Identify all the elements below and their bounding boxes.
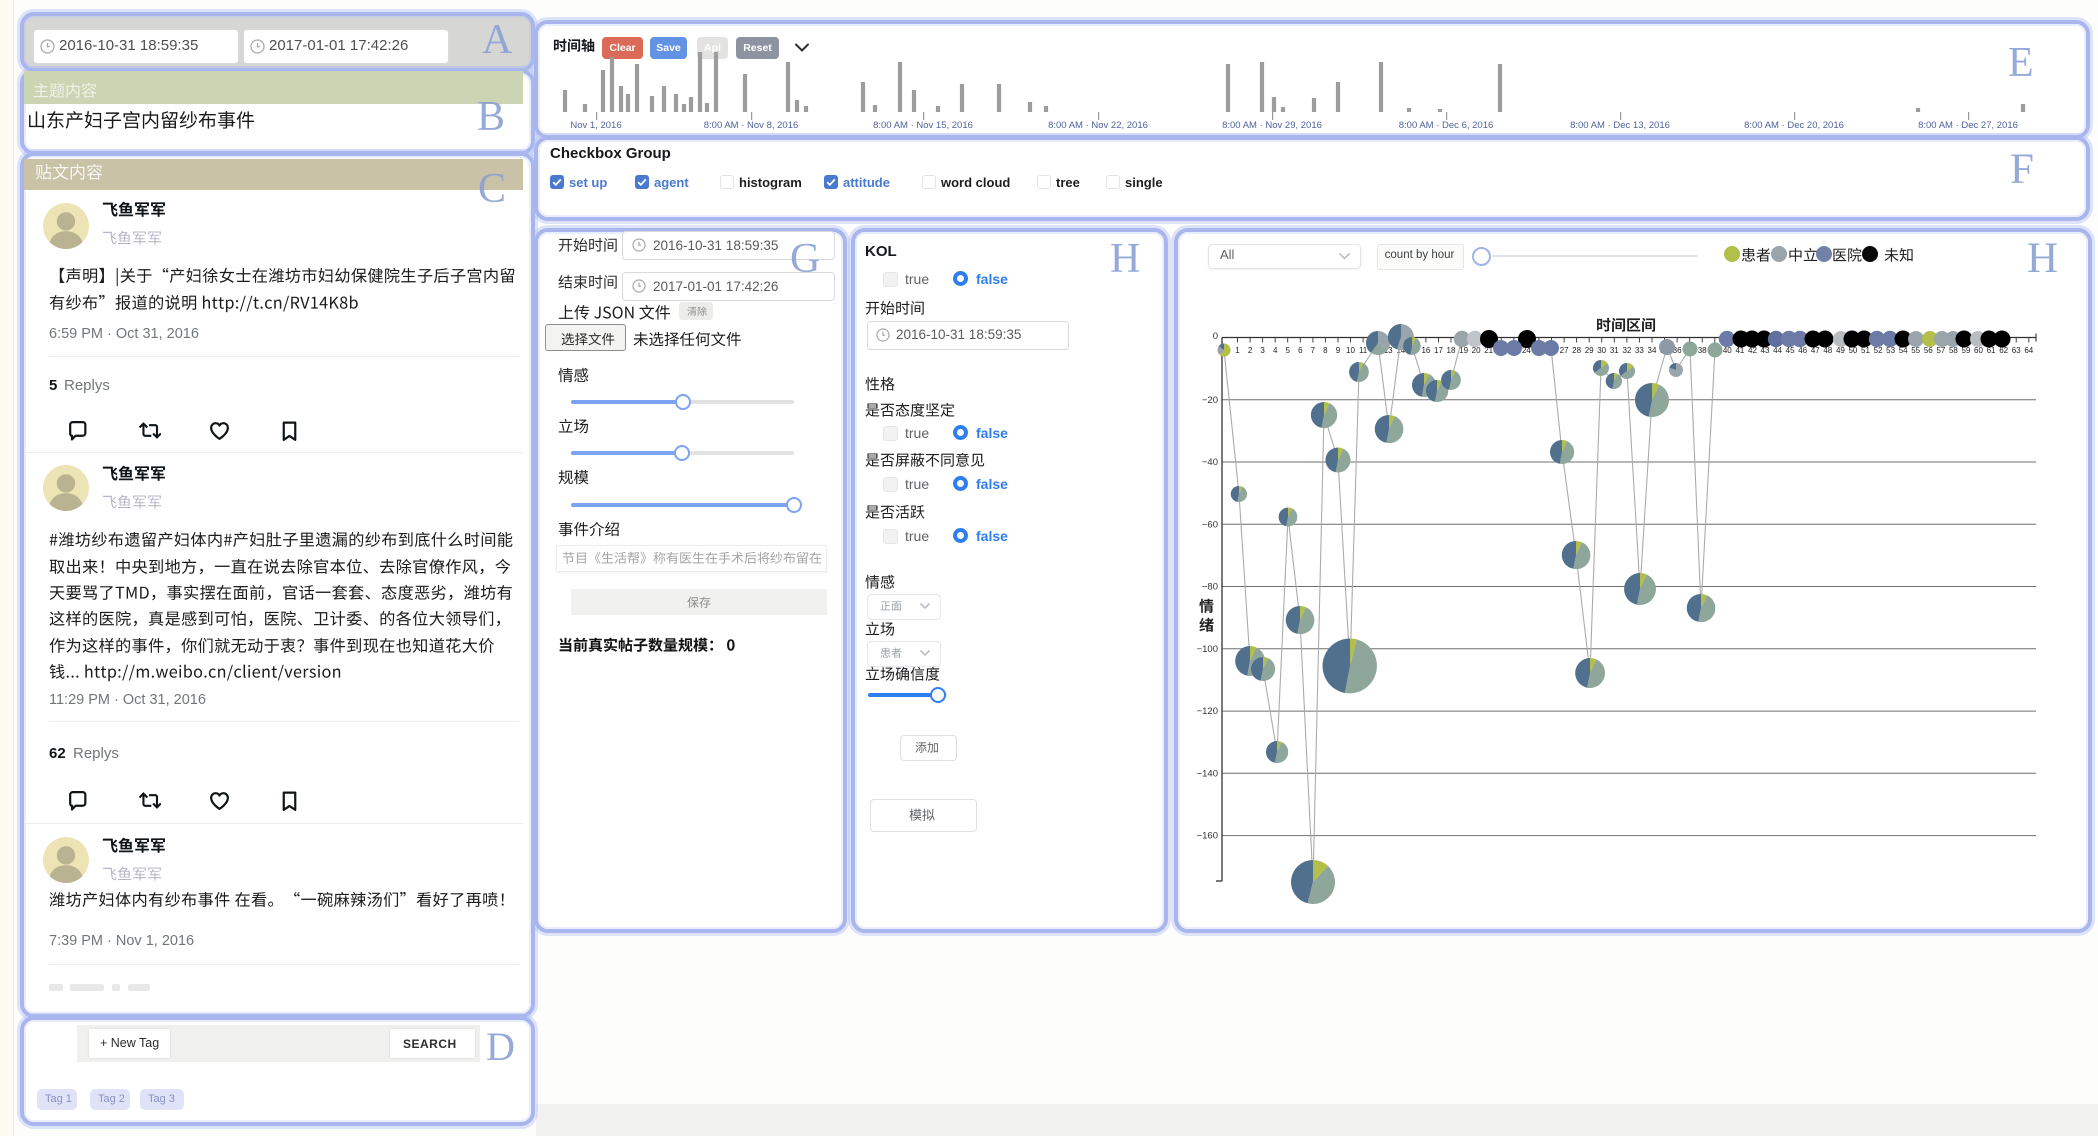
svg-text:45: 45	[1786, 346, 1795, 355]
svg-text:0: 0	[1213, 331, 1218, 342]
svg-text:34: 34	[1648, 346, 1657, 355]
svg-text:8:00 AM · Dec 20, 2016: 8:00 AM · Dec 20, 2016	[1744, 120, 1844, 131]
svg-text:48: 48	[1823, 346, 1832, 355]
svg-text:18: 18	[1447, 346, 1456, 355]
svg-text:Nov 1, 2016: Nov 1, 2016	[570, 120, 621, 131]
svg-text:56: 56	[1924, 346, 1933, 355]
svg-text:3: 3	[1260, 346, 1265, 355]
svg-text:6: 6	[1298, 346, 1303, 355]
svg-text:21: 21	[1484, 346, 1493, 355]
svg-text:50: 50	[1848, 346, 1857, 355]
svg-text:1: 1	[1235, 346, 1240, 355]
svg-text:59: 59	[1962, 346, 1971, 355]
svg-text:5: 5	[1285, 346, 1290, 355]
svg-text:46: 46	[1798, 346, 1807, 355]
svg-text:53: 53	[1886, 346, 1895, 355]
svg-text:42: 42	[1748, 346, 1757, 355]
svg-text:−160: −160	[1197, 831, 1218, 842]
svg-text:10: 10	[1346, 346, 1355, 355]
svg-text:−60: −60	[1202, 519, 1218, 530]
svg-text:61: 61	[1987, 346, 1996, 355]
svg-text:8:00 AM · Dec 27, 2016: 8:00 AM · Dec 27, 2016	[1918, 120, 2018, 131]
svg-text:−100: −100	[1197, 644, 1218, 655]
svg-text:36: 36	[1673, 346, 1682, 355]
svg-text:57: 57	[1936, 346, 1945, 355]
svg-text:−120: −120	[1197, 706, 1218, 717]
svg-text:44: 44	[1773, 346, 1782, 355]
svg-text:27: 27	[1560, 346, 1569, 355]
svg-text:8:00 AM · Nov 8, 2016: 8:00 AM · Nov 8, 2016	[704, 120, 799, 131]
svg-text:63: 63	[2012, 346, 2021, 355]
svg-text:62: 62	[1999, 346, 2008, 355]
svg-text:8:00 AM · Nov 29, 2016: 8:00 AM · Nov 29, 2016	[1222, 120, 1322, 131]
svg-text:43: 43	[1761, 346, 1770, 355]
svg-text:58: 58	[1949, 346, 1958, 355]
svg-text:24: 24	[1522, 346, 1531, 355]
svg-text:−40: −40	[1202, 457, 1218, 468]
svg-text:13: 13	[1384, 346, 1393, 355]
svg-text:11: 11	[1359, 346, 1368, 355]
svg-text:55: 55	[1911, 346, 1920, 355]
svg-text:8:00 AM · Dec 6, 2016: 8:00 AM · Dec 6, 2016	[1399, 120, 1494, 131]
svg-text:9: 9	[1336, 346, 1341, 355]
svg-text:−140: −140	[1197, 768, 1218, 779]
svg-text:31: 31	[1610, 346, 1619, 355]
svg-text:14: 14	[1396, 346, 1405, 355]
svg-text:60: 60	[1974, 346, 1983, 355]
svg-text:33: 33	[1635, 346, 1644, 355]
svg-text:2: 2	[1248, 346, 1253, 355]
svg-text:−20: −20	[1202, 395, 1218, 406]
svg-text:8:00 AM · Nov 22, 2016: 8:00 AM · Nov 22, 2016	[1048, 120, 1148, 131]
svg-text:8:00 AM · Nov 15, 2016: 8:00 AM · Nov 15, 2016	[873, 120, 973, 131]
svg-text:29: 29	[1585, 346, 1594, 355]
svg-text:−80: −80	[1202, 582, 1218, 593]
svg-text:7: 7	[1311, 346, 1316, 355]
svg-text:8: 8	[1323, 346, 1328, 355]
svg-text:40: 40	[1723, 346, 1732, 355]
svg-text:38: 38	[1698, 346, 1707, 355]
svg-text:64: 64	[2024, 346, 2033, 355]
svg-text:41: 41	[1735, 346, 1744, 355]
svg-text:20: 20	[1472, 346, 1481, 355]
svg-text:47: 47	[1811, 346, 1820, 355]
svg-text:54: 54	[1899, 346, 1908, 355]
svg-text:52: 52	[1874, 346, 1883, 355]
svg-text:16: 16	[1421, 346, 1430, 355]
svg-text:17: 17	[1434, 346, 1443, 355]
svg-text:4: 4	[1273, 346, 1278, 355]
svg-text:8:00 AM · Dec 13, 2016: 8:00 AM · Dec 13, 2016	[1570, 120, 1670, 131]
svg-text:51: 51	[1861, 346, 1870, 355]
svg-text:32: 32	[1622, 346, 1631, 355]
svg-text:19: 19	[1459, 346, 1468, 355]
svg-text:30: 30	[1597, 346, 1606, 355]
svg-text:28: 28	[1572, 346, 1581, 355]
svg-text:49: 49	[1836, 346, 1845, 355]
